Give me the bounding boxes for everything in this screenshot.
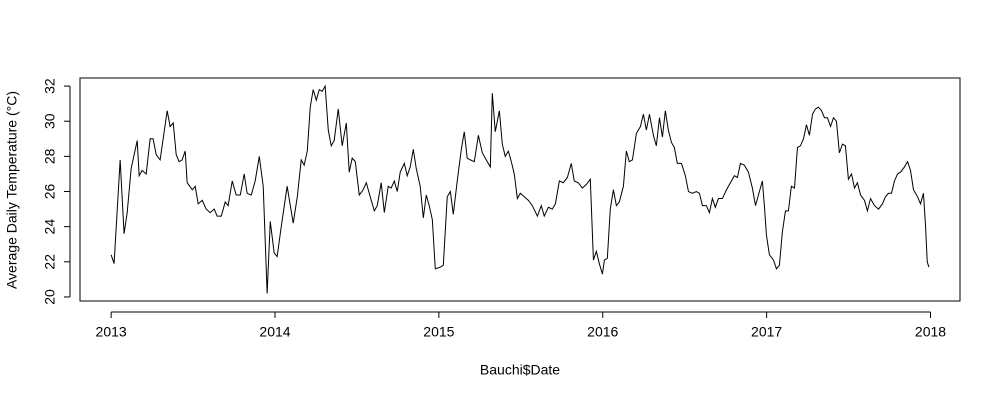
plot-box <box>79 77 961 302</box>
x-tick-label: 2017 <box>751 324 782 340</box>
x-tick-label: 2013 <box>96 324 127 340</box>
x-tick-label: 2015 <box>423 324 454 340</box>
y-tick-label: 20 <box>42 289 58 305</box>
y-tick-label: 24 <box>42 219 58 235</box>
y-tick-label: 26 <box>42 184 58 200</box>
y-tick-label: 28 <box>42 148 58 164</box>
x-axis-label: Bauchi$Date <box>480 362 560 378</box>
x-tick-label: 2018 <box>915 324 946 340</box>
x-tick-label: 2016 <box>587 324 618 340</box>
y-tick-label: 30 <box>42 113 58 129</box>
y-tick-label: 22 <box>42 254 58 270</box>
x-tick-label: 2014 <box>259 324 290 340</box>
y-axis-label: Average Daily Temperature (°C) <box>4 91 20 289</box>
y-tick-label: 32 <box>42 78 58 94</box>
temperature-line <box>110 84 930 294</box>
